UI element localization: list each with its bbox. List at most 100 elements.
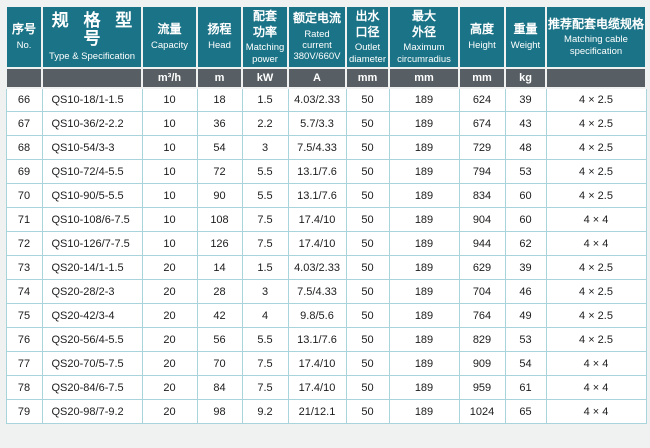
unit-cable	[545, 66, 647, 89]
cell-cable: 4 × 2.5	[545, 279, 647, 305]
cell-type: QS20-28/2-3	[41, 279, 143, 305]
cell-no: 78	[5, 375, 43, 401]
col-header-power-zh: 配套 功率	[252, 9, 277, 39]
cell-power: 1.5	[241, 255, 289, 281]
cell-weight: 65	[504, 399, 547, 425]
cell-head: 14	[196, 255, 243, 281]
cell-capacity: 10	[141, 135, 198, 161]
cell-weight: 54	[504, 351, 547, 377]
cell-cable: 4 × 4	[545, 207, 647, 233]
table-row: 70 QS10-90/5-5.5 10 90 5.5 13.1/7.6 50 189 834 60…	[5, 183, 647, 209]
cell-no: 79	[5, 399, 43, 425]
cell-height: 794	[458, 159, 506, 185]
cell-height: 904	[458, 207, 506, 233]
col-header-capacity-zh: 流量	[157, 22, 182, 37]
cell-head: 36	[196, 111, 243, 137]
cell-max_od: 189	[388, 135, 460, 161]
col-header-capacity-en: Capacity	[151, 40, 188, 52]
col-header-cable-zh: 推荐配套电缆规格	[548, 16, 645, 31]
cell-height: 829	[458, 327, 506, 353]
cell-head: 90	[196, 183, 243, 209]
cell-weight: 48	[504, 135, 547, 161]
table-row: 78 QS20-84/6-7.5 20 84 7.5 17.4/10 50 189 959 61 4…	[5, 375, 647, 401]
cell-capacity: 20	[141, 399, 198, 425]
cell-capacity: 10	[141, 183, 198, 209]
cell-outlet: 50	[345, 111, 390, 137]
cell-no: 68	[5, 135, 43, 161]
cell-height: 704	[458, 279, 506, 305]
cell-cable: 4 × 2.5	[545, 159, 647, 185]
cell-type: QS20-14/1-1.5	[41, 255, 143, 281]
col-header-no: 序号 No.	[5, 5, 43, 69]
cell-capacity: 20	[141, 303, 198, 329]
cell-weight: 53	[504, 159, 547, 185]
unit-power: kW	[241, 66, 289, 89]
cell-power: 3	[241, 279, 289, 305]
cell-power: 7.5	[241, 351, 289, 377]
cell-weight: 61	[504, 375, 547, 401]
cell-head: 84	[196, 375, 243, 401]
header-row: 序号 No. 规 格 型 号 Type & Specification 流量 C…	[5, 5, 647, 69]
table-row: 68 QS10-54/3-3 10 54 3 7.5/4.33 50 189 729 48 4 × …	[5, 135, 647, 161]
cell-weight: 62	[504, 231, 547, 257]
cell-max_od: 189	[388, 255, 460, 281]
col-header-power: 配套 功率 Matching power	[241, 5, 289, 69]
cell-power: 7.5	[241, 375, 289, 401]
col-header-weight: 重量 Weight	[504, 5, 547, 69]
unit-type	[41, 66, 143, 89]
cell-max_od: 189	[388, 231, 460, 257]
cell-head: 56	[196, 327, 243, 353]
cell-outlet: 50	[345, 183, 390, 209]
cell-capacity: 20	[141, 255, 198, 281]
cell-max_od: 189	[388, 375, 460, 401]
cell-outlet: 50	[345, 231, 390, 257]
col-header-head-zh: 扬程	[207, 22, 232, 37]
cell-head: 28	[196, 279, 243, 305]
cell-weight: 39	[504, 87, 547, 113]
col-header-max-od: 最大 外径 Maximum circumradius	[388, 5, 460, 69]
cell-no: 73	[5, 255, 43, 281]
cell-outlet: 50	[345, 207, 390, 233]
table-row: 75 QS20-42/3-4 20 42 4 9.8/5.6 50 189 764 49 4 × 2…	[5, 303, 647, 329]
cell-type: QS10-108/6-7.5	[41, 207, 143, 233]
cell-capacity: 10	[141, 159, 198, 185]
table-row: 77 QS20-70/5-7.5 20 70 7.5 17.4/10 50 189 909 54 4…	[5, 351, 647, 377]
cell-power: 3	[241, 135, 289, 161]
table-row: 72 QS10-126/7-7.5 10 126 7.5 17.4/10 50 189 944 6…	[5, 231, 647, 257]
col-header-head: 扬程 Head	[196, 5, 243, 69]
cell-cable: 4 × 4	[545, 231, 647, 257]
cell-cable: 4 × 2.5	[545, 303, 647, 329]
cell-cable: 4 × 4	[545, 375, 647, 401]
unit-weight: kg	[504, 66, 547, 89]
col-header-type-en: Type & Specification	[48, 50, 136, 62]
cell-current: 17.4/10	[287, 231, 347, 257]
col-header-cable-en: Matching cable specification	[564, 34, 628, 57]
cell-cable: 4 × 2.5	[545, 327, 647, 353]
col-header-height: 高度 Height	[458, 5, 506, 69]
cell-type: QS10-36/2-2.2	[41, 111, 143, 137]
col-header-weight-en: Weight	[510, 40, 541, 52]
cell-current: 7.5/4.33	[287, 135, 347, 161]
col-header-no-en: No.	[16, 40, 32, 52]
col-header-cable: 推荐配套电缆规格 Matching cable specification	[545, 5, 647, 69]
col-header-weight-zh: 重量	[513, 22, 538, 37]
cell-current: 13.1/7.6	[287, 183, 347, 209]
cell-height: 834	[458, 183, 506, 209]
cell-max_od: 189	[388, 351, 460, 377]
cell-current: 13.1/7.6	[287, 159, 347, 185]
cell-capacity: 10	[141, 87, 198, 113]
cell-weight: 60	[504, 207, 547, 233]
cell-max_od: 189	[388, 159, 460, 185]
cell-head: 54	[196, 135, 243, 161]
cell-cable: 4 × 2.5	[545, 183, 647, 209]
cell-outlet: 50	[345, 87, 390, 113]
cell-head: 18	[196, 87, 243, 113]
unit-max-od: mm	[388, 66, 460, 89]
cell-weight: 39	[504, 255, 547, 281]
cell-type: QS20-98/7-9.2	[41, 399, 143, 425]
cell-max_od: 189	[388, 183, 460, 209]
unit-no	[5, 66, 43, 89]
cell-type: QS20-84/6-7.5	[41, 375, 143, 401]
cell-height: 729	[458, 135, 506, 161]
